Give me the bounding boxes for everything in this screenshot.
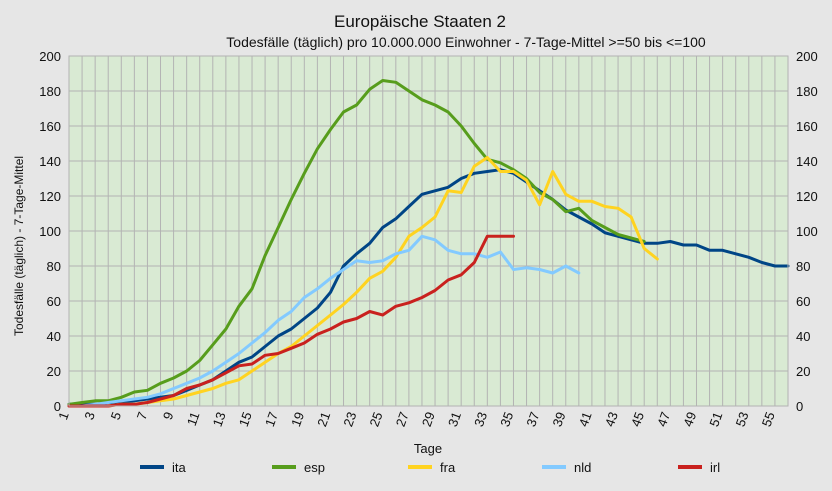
x-tick-label: 45 <box>628 410 647 429</box>
series-line-esp <box>67 79 646 406</box>
series-line-fra <box>67 156 659 408</box>
y-tick-label-right: 60 <box>796 294 810 309</box>
x-tick-label: 33 <box>471 410 490 429</box>
y-tick-label-left: 120 <box>39 189 61 204</box>
x-tick-label: 7 <box>134 410 151 422</box>
series-line-nld <box>67 234 581 408</box>
legend-label-esp: esp <box>304 460 325 475</box>
x-tick-label: 17 <box>262 410 281 429</box>
x-tick-label: 51 <box>706 410 725 429</box>
x-tick-label: 9 <box>160 410 177 422</box>
x-tick-label: 49 <box>680 410 699 429</box>
y-tick-label-right: 20 <box>796 364 810 379</box>
x-tick-label: 53 <box>733 410 752 429</box>
y-tick-label-left: 0 <box>54 399 61 414</box>
series-line-irl <box>67 234 515 408</box>
y-tick-label-left: 140 <box>39 154 61 169</box>
y-tick-label-right: 200 <box>796 49 818 64</box>
y-tick-label-left: 180 <box>39 84 61 99</box>
x-tick-label: 3 <box>81 410 98 422</box>
legend-label-fra: fra <box>440 460 456 475</box>
chart-subtitle: Todesfälle (täglich) pro 10.000.000 Einw… <box>226 34 706 50</box>
y-tick-label-right: 160 <box>796 119 818 134</box>
x-tick-label: 43 <box>602 410 621 429</box>
x-tick-label: 27 <box>393 410 412 429</box>
y-tick-label-left: 200 <box>39 49 61 64</box>
y-tick-label-left: 80 <box>47 259 61 274</box>
legend-label-irl: irl <box>710 460 720 475</box>
x-tick-label: 37 <box>523 410 542 429</box>
x-tick-label: 1 <box>55 410 72 422</box>
x-tick-label: 39 <box>550 410 569 429</box>
chart-title: Europäische Staaten 2 <box>334 12 506 31</box>
x-tick-label: 5 <box>108 410 125 422</box>
y-tick-label-left: 60 <box>47 294 61 309</box>
x-tick-label: 23 <box>340 410 359 429</box>
y-tick-label-right: 100 <box>796 224 818 239</box>
y-tick-label-right: 140 <box>796 154 818 169</box>
plot-border <box>68 55 789 407</box>
x-tick-label: 11 <box>184 410 203 428</box>
legend-label-ita: ita <box>172 460 187 475</box>
x-tick-label: 15 <box>236 410 255 429</box>
y-tick-label-right: 80 <box>796 259 810 274</box>
x-tick-label: 19 <box>288 410 307 429</box>
y-tick-label-right: 180 <box>796 84 818 99</box>
x-tick-label: 55 <box>759 410 778 429</box>
y-tick-label-left: 100 <box>39 224 61 239</box>
y-tick-label-right: 40 <box>796 329 810 344</box>
x-tick-label: 21 <box>314 410 333 429</box>
y-tick-label-left: 160 <box>39 119 61 134</box>
y-tick-label-right: 120 <box>796 189 818 204</box>
y-axis-label: Todesfälle (täglich) - 7-Tage-Mittel <box>12 156 26 336</box>
x-tick-label: 25 <box>367 410 386 429</box>
x-tick-label: 31 <box>445 410 464 429</box>
x-axis-label: Tage <box>414 441 442 456</box>
x-tick-label: 47 <box>654 410 673 429</box>
legend-label-nld: nld <box>574 460 591 475</box>
x-tick-label: 41 <box>576 410 595 429</box>
y-tick-label-left: 40 <box>47 329 61 344</box>
x-tick-label: 35 <box>497 410 516 429</box>
y-tick-label-left: 20 <box>47 364 61 379</box>
x-tick-label: 13 <box>210 410 229 429</box>
x-tick-label: 29 <box>419 410 438 429</box>
y-tick-label-right: 0 <box>796 399 803 414</box>
